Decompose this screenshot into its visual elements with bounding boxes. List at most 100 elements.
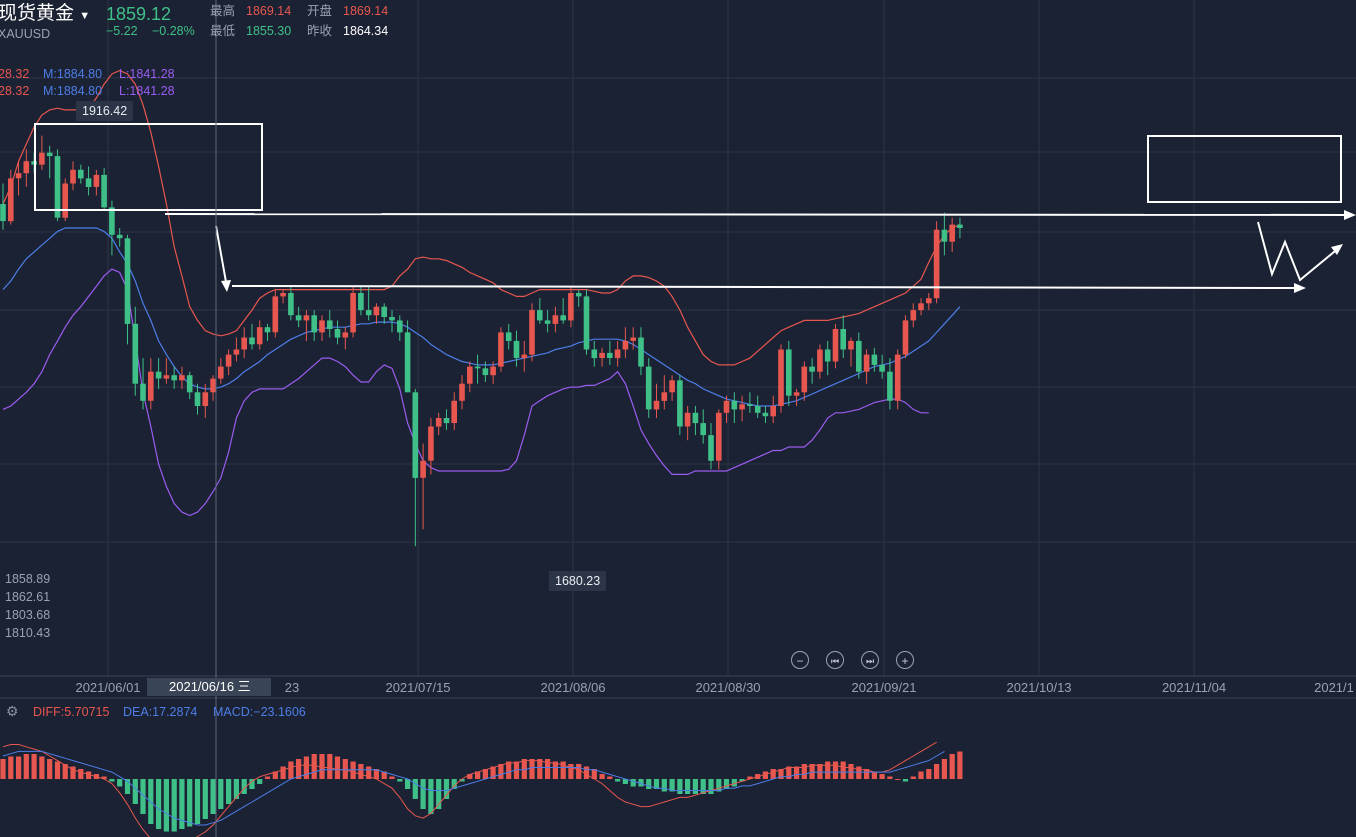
macd-histogram-bar [856,766,862,779]
candle-body [109,207,115,235]
candle-body [754,406,761,413]
candle-body [809,366,815,372]
macd-histogram-bar [700,779,706,794]
candlesticks [0,135,963,547]
candle-body [599,352,605,358]
candle [272,289,279,338]
candle-body [412,392,419,478]
macd-histogram-bar [731,779,737,787]
candle [599,347,605,367]
macd-histogram-bar [615,779,621,782]
analysis-annotations [34,0,1356,837]
macd-histogram-bar [389,776,395,779]
next-button[interactable]: ⏭ [861,651,879,669]
boll-middle-2: M:1884.80 [43,84,103,98]
candle [957,217,963,239]
macd-histogram-bar [934,764,940,779]
candle [684,405,691,441]
candle-body [358,293,364,311]
macd-histogram-bar [957,751,963,779]
zoom-in-button[interactable]: + [896,651,914,669]
macd-histogram-bar [132,779,138,804]
candle [716,409,722,470]
instrument-symbol: XAUUSD [0,27,51,41]
candle-body [871,354,878,365]
candle-body [607,352,613,358]
candle [124,234,131,345]
macd-histogram-bar [257,779,263,784]
zoom-out-button[interactable]: − [791,651,809,669]
candle-body [933,229,940,299]
chevron-down-icon[interactable]: ▼ [79,10,91,22]
candle [910,303,917,328]
axis-value-2: 1862.61 [5,590,51,604]
candle-body [39,152,45,165]
candle [607,340,613,365]
instrument-title[interactable]: 现货黄金 ▼ [0,3,91,24]
macd-histogram-bar [86,771,92,779]
candle-body [303,315,310,321]
candle [389,310,395,333]
macd-histogram-bar [661,779,667,792]
macd-histogram-bar [443,779,450,799]
candle-body [288,293,294,316]
macd-histogram-bar [428,779,434,814]
plus-icon: + [901,654,909,668]
macd-panel [0,741,963,837]
candle-body [645,366,652,410]
x-tick-label: 2021/10/13 [1006,680,1072,695]
candle-body [334,329,341,338]
macd-histogram-bar [653,779,660,789]
candle [443,409,450,430]
macd-histogram-bar [233,779,239,799]
high-label: 最高 [210,4,236,18]
macd-histogram-bar [140,779,146,814]
price-change: −5.22 [106,24,138,38]
macd-histogram-bar [786,766,792,779]
candle-body [490,366,496,376]
candle-body [23,161,30,174]
macd-histogram-bar [864,769,870,779]
candle-body [70,169,76,184]
macd-histogram-bar [451,779,457,789]
candle-body [256,327,263,345]
bollinger-lower-line [2,268,929,517]
candle [412,388,419,547]
macd-histogram-bar [272,771,278,779]
candle-body [8,178,14,222]
macd-histogram-bar [194,779,201,824]
settings-gear-icon[interactable]: ⚙ [6,703,19,719]
forecast-arrow-head [1331,244,1343,255]
previous-button[interactable]: ⏮ [826,651,844,669]
candle [568,286,574,328]
candle-body [716,412,722,461]
candle [280,289,286,304]
candle [661,375,668,410]
candle [544,310,551,333]
x-tick-label: 2021/07/15 [385,680,451,695]
macd-histogram-bar [31,754,37,779]
candle-body [957,224,963,228]
x-tick-label: 2021/1 [1314,680,1354,695]
candle-body [653,400,660,410]
macd-histogram-bar [685,779,691,794]
candle-body [397,320,403,333]
candle [70,161,76,191]
candle-body [537,310,543,321]
candle [163,358,170,384]
candle-body [521,354,528,358]
candle [155,358,162,389]
candle [46,145,53,179]
candle [264,323,271,341]
macd-histogram-bar [62,764,68,779]
candle [537,298,543,324]
low-label: 最低 [210,24,236,38]
candle [365,286,372,321]
candle [778,344,784,413]
boll-lower-2: L:1841.28 [119,84,175,98]
candle-body [684,412,691,427]
boll-upper-1: 28.32 [0,67,30,81]
candle [373,303,380,324]
macd-histogram-bar [568,764,574,779]
macd-histogram-bar [202,779,208,819]
